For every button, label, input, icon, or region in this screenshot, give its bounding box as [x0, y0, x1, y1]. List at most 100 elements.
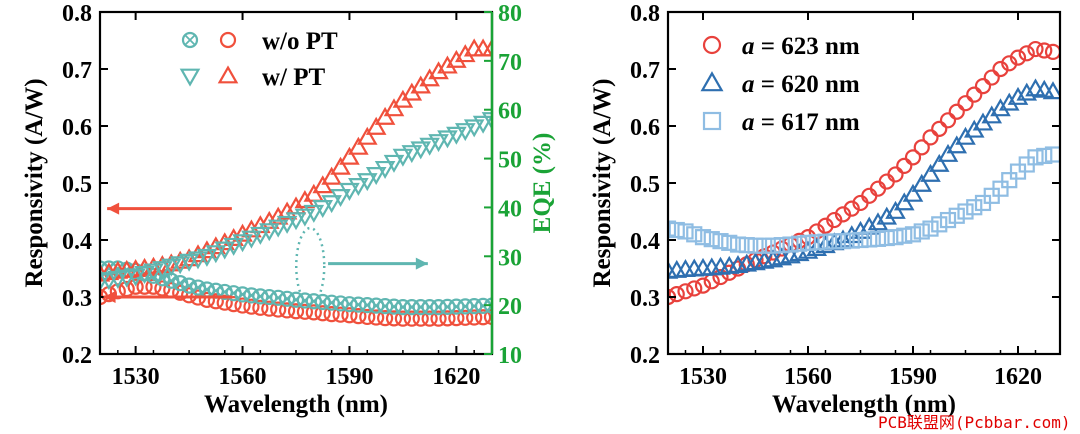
left-series-2-point-27	[330, 156, 351, 175]
left-series-3	[100, 112, 492, 292]
right-series-2-point-32	[939, 211, 957, 229]
left-series-3-point-38	[428, 134, 449, 153]
right-xtick-label-2: 1590	[889, 364, 937, 390]
left-y2tick-label-0: 10	[498, 343, 522, 369]
left-series-2-point-25	[312, 175, 334, 194]
legend-a0-marker	[702, 35, 722, 55]
left-series-1-point-42-ring	[466, 298, 483, 315]
left-series-0-point-19	[261, 300, 278, 317]
legend-a0-value: = 623 nm	[755, 33, 860, 60]
right-series-1-point-26	[885, 200, 906, 219]
right-y-axis-label: Responsivity (A/W)	[589, 78, 616, 287]
left-series-3-point-21	[276, 215, 298, 234]
left-series-2-point-26	[321, 166, 342, 185]
right-series-2	[668, 146, 1060, 254]
left-series-1-point-41-ring	[457, 298, 474, 315]
left-series-0-point-35	[403, 310, 420, 327]
left-series-3-point-33	[383, 154, 405, 173]
left-series-3-point-22	[285, 212, 307, 231]
left-series-1-point-32-ring	[376, 298, 394, 315]
left-series-0-point-4	[127, 278, 144, 295]
left-xtick-label-0: 1530	[112, 364, 160, 390]
right-series-2-point-25	[878, 229, 895, 247]
right-series-1-point-28	[902, 183, 924, 202]
left-ytick-label-3: 0.5	[62, 172, 92, 198]
left-series-1-point-29-ring	[350, 296, 367, 313]
right-series-2-point-2	[677, 223, 694, 240]
right-series-1-point-38	[990, 98, 1011, 117]
right-series-2-point-39	[1001, 172, 1018, 189]
legend-a1-value: = 620 nm	[755, 71, 860, 98]
left-ytick-label-6: 0.8	[62, 1, 92, 27]
right-series-2-point-42	[1027, 149, 1044, 166]
right-series-2-point-29	[913, 223, 930, 240]
arrow-wo-pt-to-left-axis	[103, 291, 232, 303]
legend-w-pt-label: w/ PT	[262, 64, 326, 91]
left-series-3-point-12	[196, 248, 218, 267]
left-series-0-point-26	[323, 306, 340, 323]
right-series-1-point-24	[867, 212, 889, 231]
right-series-2-point-27	[896, 227, 913, 244]
left-series-2-point-44	[481, 38, 492, 57]
left-series-0-point-13	[207, 293, 224, 310]
right-series-2-point-24	[869, 230, 887, 247]
left-xtick-label-1: 1560	[219, 364, 267, 390]
legend-wo-pt-eqe-marker-ring	[181, 31, 199, 49]
legend-wo-pt-resp-marker	[219, 31, 237, 49]
right-series-0-point-43	[1036, 42, 1053, 59]
right-series-0-point-40	[1009, 49, 1027, 66]
left-series-0-point-33	[385, 310, 403, 327]
right-series-2-point-5	[703, 231, 720, 248]
right-series-1-point-17	[806, 237, 828, 256]
left-chart-panel: 1530 1560 1590 1620 0.2 0.3 0.4 0.5 0.6 0.7 0.8 10 2…	[21, 1, 556, 418]
right-series-2-point-3	[686, 226, 703, 243]
right-series-2-point-9	[738, 237, 755, 254]
legend-a0-label: a = 623 nm	[742, 33, 860, 60]
right-series-0-point-3	[686, 280, 703, 297]
left-series-3-point-6	[143, 263, 164, 282]
right-series-0-point-35	[966, 86, 983, 103]
right-ytick-label-2: 0.4	[630, 229, 660, 255]
left-series-2-point-29	[348, 136, 369, 155]
left-series-3-point-35	[401, 145, 423, 164]
left-axes: 1530 1560 1590 1620 0.2 0.3 0.4 0.5 0.6 0.7 0.8 10 2…	[62, 1, 522, 390]
right-xtick-label-1: 1560	[784, 364, 832, 390]
left-series-0-point-28	[341, 307, 358, 324]
right-series-1-point-29	[911, 173, 933, 192]
right-series-0-point-36	[974, 77, 992, 95]
left-series-0-point-32	[376, 309, 394, 327]
right-x-axis-label: Wavelength (nm)	[772, 391, 956, 418]
right-series-1-point-30	[920, 163, 941, 182]
left-series-3-point-10	[178, 253, 200, 272]
left-series-1-point-36-ring	[412, 298, 429, 316]
legend-a2-label: a = 617 nm	[742, 109, 860, 136]
legend-a1-marker	[700, 71, 724, 92]
left-ytick-label-5: 0.7	[62, 58, 92, 84]
right-series-2-point-16	[799, 234, 817, 251]
right-series-2-point-26	[887, 229, 904, 246]
left-series-0-point-24	[305, 304, 322, 321]
left-series-3-point-30	[356, 173, 378, 192]
legend-a0-italic: a	[742, 33, 755, 60]
left-series-3-point-9	[169, 256, 191, 275]
right-chart-marks	[668, 40, 1060, 306]
arrow-w-pt-to-left-axis-head	[107, 202, 120, 215]
left-legend: w/o PT w/ PT	[179, 28, 338, 91]
left-series-2-point-39	[437, 55, 458, 74]
left-series-3-point-14	[214, 241, 236, 260]
left-x-axis-label: Wavelength (nm)	[204, 391, 388, 418]
right-series-0-point-1	[668, 286, 685, 303]
left-series-0-point-20	[270, 301, 287, 318]
left-series-0-point-41	[457, 309, 474, 326]
left-series-2-point-38	[428, 61, 449, 80]
left-series-2-point-30	[356, 126, 378, 145]
right-series-0-point-32	[939, 112, 957, 129]
left-series-3-point-42	[463, 119, 485, 138]
left-series-3-point-34	[392, 148, 414, 167]
right-series-2-point-19	[826, 233, 843, 250]
left-series-3-point-5	[134, 265, 155, 285]
right-series-2-point-21	[843, 232, 860, 249]
left-series-3-point-7	[152, 261, 173, 280]
right-ytick-label-6: 0.8	[630, 1, 660, 27]
